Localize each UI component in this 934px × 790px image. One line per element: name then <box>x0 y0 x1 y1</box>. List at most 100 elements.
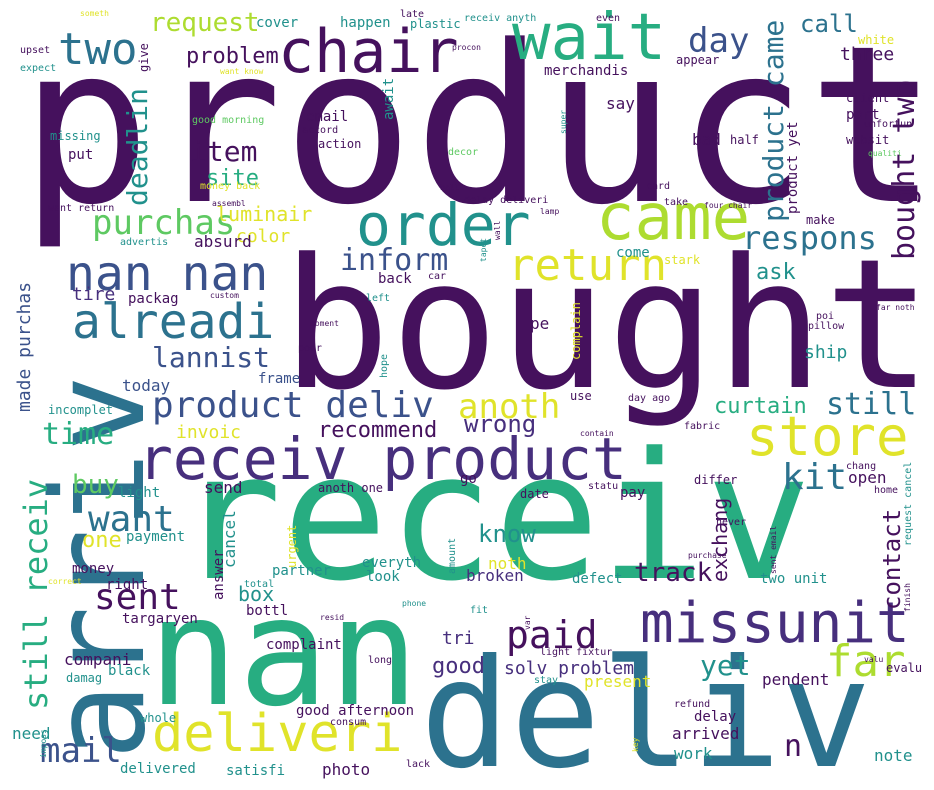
word-correct: correct <box>48 577 82 586</box>
word-black: black <box>108 663 151 679</box>
word-say: say <box>606 94 635 113</box>
word-put: put <box>68 147 94 163</box>
word-make: make <box>806 213 835 227</box>
word-pay: pay <box>620 485 646 501</box>
word-receiv: receiv <box>176 415 812 620</box>
word-invoic: invoic <box>176 422 242 443</box>
word-lamp: lamp <box>540 207 560 216</box>
word-bought: bought <box>282 221 933 430</box>
word-good-afternoon: good afternoon <box>296 703 415 719</box>
word-frame: frame <box>258 371 301 387</box>
word-kit: kit <box>782 457 848 498</box>
word-call: call <box>800 10 858 38</box>
word-contact: contact <box>878 508 906 610</box>
word-mail: mail <box>40 731 122 771</box>
word-open: open <box>848 468 887 487</box>
word-track: track <box>634 558 713 588</box>
word-far-noth: far noth <box>876 303 915 312</box>
word-money: money <box>72 561 115 577</box>
word-sent-email: sent email <box>769 525 778 574</box>
word-happen: happen <box>340 15 391 31</box>
word-moment: moment <box>310 319 339 328</box>
word-stay: stay <box>534 675 559 686</box>
word-client: client <box>846 91 890 105</box>
word-complaint: complaint <box>266 637 342 653</box>
word-unfortun: unfortun <box>864 119 913 130</box>
word-request: request <box>150 8 260 38</box>
word-go: go <box>460 471 477 487</box>
word-decor: decor <box>448 147 479 158</box>
word-phone: phone <box>402 599 427 608</box>
word-pendent: pendent <box>762 670 830 689</box>
word-procon: procon <box>452 43 481 52</box>
word-wall: wall <box>493 220 502 240</box>
word-two-unit: two unit <box>760 571 828 587</box>
word-tapet: tapet <box>479 237 488 262</box>
word-n: n <box>784 729 803 764</box>
word-car: car <box>428 271 447 282</box>
word-still: still <box>826 387 917 422</box>
word-total: total <box>244 579 275 590</box>
word-consum: consum <box>330 717 367 728</box>
word-half: half <box>730 133 759 147</box>
word-stark: stark <box>664 253 701 267</box>
word-light: light <box>118 485 161 501</box>
word-purchas: purchas <box>92 203 236 243</box>
word-four-chair: four chair <box>704 201 753 210</box>
word-nan: nan <box>148 566 419 740</box>
word-upset: upset <box>20 45 51 56</box>
word-custom: custom <box>210 291 239 300</box>
word-valu: valu <box>864 655 884 664</box>
word-exchang: exchang <box>708 497 732 582</box>
word-damag: damag <box>66 671 103 685</box>
word-right: right <box>106 577 149 593</box>
word-box: box <box>238 582 275 606</box>
word-back: back <box>378 271 412 287</box>
word-someth: someth <box>80 9 109 18</box>
word-statu: statu <box>588 481 619 492</box>
word-fabric: fabric <box>684 421 721 432</box>
word-request-cancel: request cancel <box>903 461 914 546</box>
word-one: one <box>82 528 122 553</box>
word-lannist: lannist <box>152 341 271 374</box>
word-product-deliv: product deliv <box>152 385 434 426</box>
word-pe: pe <box>530 314 550 333</box>
word-send: send <box>204 478 243 497</box>
word-delay-deliveri: delay deliveri <box>464 195 549 206</box>
word-lack: lack <box>406 759 431 770</box>
word-ask: ask <box>756 260 796 285</box>
word-bought-two: bought two <box>887 79 922 260</box>
word-partner: partner <box>272 563 332 579</box>
word-expect: expect <box>20 63 57 74</box>
word-absurd: absurd <box>194 232 252 251</box>
word-poor: poor <box>298 343 323 354</box>
word-came: came <box>596 181 751 255</box>
word-broken: broken <box>466 566 524 585</box>
word-ship: ship <box>804 342 848 363</box>
word-accord: accord <box>302 125 339 136</box>
word-defect: defect <box>572 571 623 587</box>
word-note: note <box>874 746 913 765</box>
word-even: even <box>596 13 621 24</box>
word-made-purchas: made purchas <box>14 281 35 412</box>
word-fit: fit <box>470 605 489 616</box>
word-chang: chang <box>846 461 877 472</box>
word-deadlin: deadlin <box>121 87 154 206</box>
word-plastic: plastic <box>410 17 461 31</box>
word-part: part <box>846 107 880 123</box>
word-satisfi: satisfi <box>226 763 286 779</box>
word-receiv-product: receiv product <box>138 425 627 493</box>
word-imposs: imposs <box>39 729 48 758</box>
word-whole: whole <box>140 711 177 725</box>
word-wrong: wrong <box>464 410 537 438</box>
word-bad: bad <box>692 130 721 149</box>
word-tri: tri <box>442 628 475 649</box>
word-long: long <box>368 655 393 666</box>
word-day-ago: day ago <box>628 393 671 404</box>
word-qualiti: qualiti <box>868 149 902 158</box>
word-product-came: product came <box>757 19 790 222</box>
word-card: card <box>646 181 671 192</box>
word-bottl: bottl <box>246 603 289 619</box>
word-appear: appear <box>676 53 720 67</box>
